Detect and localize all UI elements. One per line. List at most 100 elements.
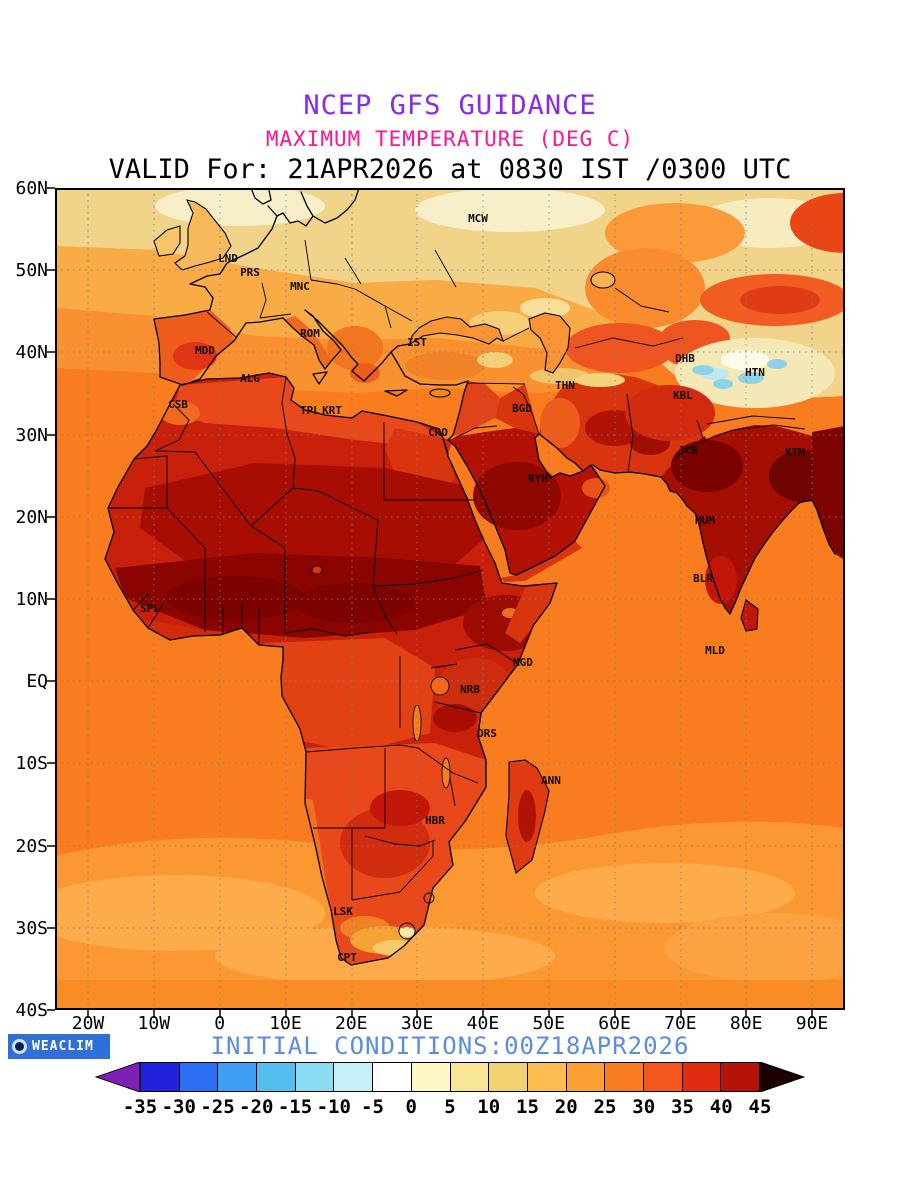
- city-label-alg: ALG: [240, 372, 260, 385]
- colorbar-tick-label: 20: [554, 1096, 578, 1118]
- city-label-dhb: DHB: [675, 352, 695, 365]
- city-label-hbr: HBR: [425, 814, 445, 827]
- logo-circle-icon: [12, 1039, 27, 1054]
- colorbar-tick-label: 45: [748, 1096, 772, 1118]
- asia-layer: [443, 368, 845, 614]
- colorbar-segment: [566, 1063, 606, 1091]
- colorbar-segment: [682, 1063, 722, 1091]
- colorbar-segment: [721, 1063, 759, 1091]
- lon-tick-label: 10W: [137, 1013, 171, 1034]
- city-label-jcb: JCB: [678, 444, 698, 457]
- city-label-htn: HTN: [745, 366, 765, 379]
- country-borders: [108, 239, 806, 940]
- title-model: NCEP GFS GUIDANCE: [303, 90, 597, 121]
- lat-tick-label: 20S: [15, 835, 48, 857]
- colorbar-tick-label: -5: [361, 1096, 384, 1118]
- colorbar-segment: [643, 1063, 683, 1091]
- colorbar-segment: [450, 1063, 490, 1091]
- colorbar-segment: [527, 1063, 567, 1091]
- lon-tick-label: 50E: [532, 1013, 565, 1034]
- city-label-mnc: MNC: [290, 280, 310, 293]
- lat-tick-label: 30S: [15, 917, 48, 939]
- lon-tick-label: 40E: [466, 1013, 500, 1034]
- title-parameter: MAXIMUM TEMPERATURE (DEG C): [265, 127, 635, 151]
- weaclim-logo: WEACLIM: [8, 1034, 110, 1059]
- colorbar-segment: [179, 1063, 219, 1091]
- lat-tick-label: 50N: [15, 260, 48, 282]
- colorbar-tick-label: -15: [277, 1096, 313, 1118]
- axis-ticks: [47, 187, 813, 1018]
- city-label-ann: ANN: [541, 774, 561, 787]
- city-label-mgd: MGD: [513, 656, 533, 669]
- colorbar-tick-label: -30: [161, 1096, 196, 1118]
- city-label-blr: BLR: [693, 572, 713, 585]
- colorbar-tick-label: 15: [516, 1096, 539, 1118]
- colorbar-segment: [373, 1063, 412, 1091]
- city-label-csb: CSB: [168, 398, 188, 411]
- city-label-nrb: NRB: [460, 683, 480, 696]
- lat-tick-label: 60N: [15, 178, 48, 199]
- logo-text: WEACLIM: [32, 1039, 94, 1054]
- lon-tick-label: 10E: [269, 1013, 302, 1034]
- colorbar-segment: [257, 1063, 296, 1091]
- lat-tick-label: 20N: [15, 506, 48, 528]
- colorbar-segment: [605, 1063, 644, 1091]
- lon-tick-label: 80E: [729, 1013, 763, 1034]
- city-label-bgd: BGD: [512, 402, 532, 415]
- city-label-lsk: LSK: [333, 905, 353, 918]
- title-valid-time: VALID For: 21APR2026 at 0830 IST /0300 U…: [108, 154, 792, 185]
- lat-tick-label: 40N: [15, 342, 48, 364]
- colorbar-tick-label: 40: [709, 1096, 733, 1118]
- city-label-prs: PRS: [240, 266, 260, 279]
- colorbar-right-arrow-icon: [760, 1062, 805, 1092]
- lon-tick-label: 30E: [400, 1013, 434, 1034]
- lon-tick-label: 90E: [795, 1013, 829, 1034]
- lat-tick-label: 10N: [15, 589, 48, 610]
- colorbar: [95, 1062, 805, 1092]
- graticule: [55, 188, 845, 1010]
- lat-tick-label: 40S: [15, 1000, 48, 1021]
- city-label-mld: MLD: [705, 644, 725, 657]
- europe-layer: [154, 310, 513, 384]
- colorbar-tick-label: 10: [477, 1096, 501, 1118]
- colorbar-left-arrow-icon: [95, 1062, 140, 1092]
- lakes-layer: [311, 565, 451, 789]
- lon-tick-label: 0: [214, 1013, 226, 1034]
- city-label-drs: DRS: [477, 727, 497, 740]
- colorbar-tick-label: 30: [632, 1096, 656, 1118]
- colorbar-segment: [411, 1063, 451, 1091]
- colorbar-tick-label: -20: [239, 1096, 274, 1118]
- lon-tick-label: 60E: [598, 1013, 631, 1034]
- city-label-ist: IST: [407, 336, 427, 349]
- colorbar-tick-label: 35: [671, 1096, 694, 1118]
- city-label-tpl: TPL: [300, 404, 320, 417]
- city-label-mum: MUM: [695, 514, 715, 527]
- colorbar-tick-label: -10: [316, 1096, 351, 1118]
- colorbar-segments: [140, 1062, 760, 1092]
- lon-tick-label: 70E: [664, 1013, 697, 1034]
- colorbar-tick-label: -35: [122, 1096, 158, 1118]
- lon-tick-label: 20W: [71, 1013, 105, 1034]
- city-label-cro: CRO: [428, 426, 448, 439]
- colorbar-tick-label: 5: [444, 1096, 456, 1118]
- colorbar-segment: [334, 1063, 374, 1091]
- colorbar-segment: [489, 1063, 528, 1091]
- city-label-krt: KRT: [322, 404, 342, 417]
- city-label-spl: SPL: [140, 602, 160, 615]
- coastlines: [104, 188, 836, 966]
- city-label-ryh: RYH: [528, 472, 548, 485]
- map-canvas: [47, 187, 845, 1018]
- city-label-rom: ROM: [300, 327, 320, 340]
- lat-tick-label: 30N: [15, 424, 48, 446]
- colorbar-tick-label: -25: [200, 1096, 235, 1118]
- seas-islands-layer: [153, 199, 759, 874]
- colorbar-segment: [295, 1063, 335, 1091]
- city-label-mcw: MCW: [468, 212, 488, 225]
- city-label-mdd: MDD: [195, 344, 215, 357]
- city-label-lnd: LND: [218, 252, 238, 265]
- city-label-ktm: KTM: [785, 446, 805, 459]
- colorbar-segment: [218, 1063, 258, 1091]
- colorbar-tick-label: 25: [593, 1096, 617, 1118]
- initial-conditions: INITIAL CONDITIONS:00Z18APR2026: [210, 1032, 690, 1060]
